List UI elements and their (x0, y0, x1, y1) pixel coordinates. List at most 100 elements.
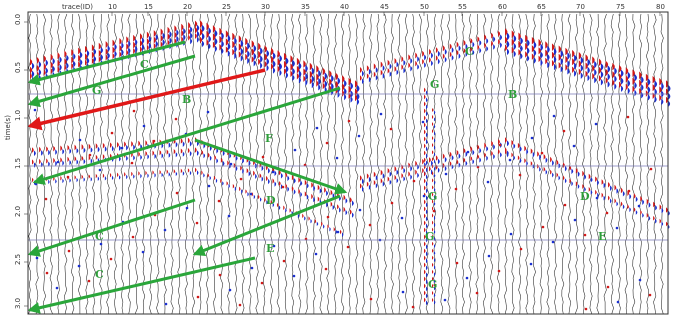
negative-wiggle (240, 39, 244, 48)
negative-wiggle (183, 27, 186, 35)
positive-wiggle (290, 55, 293, 63)
noise-speck (55, 286, 59, 290)
positive-wiggle (432, 290, 434, 295)
negative-wiggle (247, 42, 250, 50)
positive-wiggle (117, 141, 119, 148)
negative-wiggle (175, 171, 178, 177)
positive-wiggle (545, 57, 548, 65)
positive-wiggle (387, 59, 390, 66)
positive-wiggle (608, 195, 610, 201)
trace-line (624, 13, 629, 315)
negative-wiggle (175, 141, 178, 148)
positive-wiggle (572, 66, 575, 73)
annotation-arrow (27, 256, 256, 314)
positive-wiggle (105, 41, 108, 48)
positive-wiggle (181, 36, 184, 43)
negative-wiggle (253, 44, 257, 53)
positive-wiggle (321, 221, 323, 227)
negative-wiggle (597, 192, 599, 198)
negative-wiggle (513, 42, 517, 51)
noise-speck (206, 110, 210, 114)
negative-wiggle (634, 89, 637, 97)
positive-wiggle (424, 255, 426, 261)
negative-wiggle (426, 300, 428, 306)
trace-tick-label: 45 (380, 3, 389, 11)
trace-line (184, 13, 188, 315)
negative-wiggle (426, 139, 428, 145)
positive-wiggle (311, 193, 313, 200)
negative-wiggle (584, 174, 587, 180)
positive-wiggle (85, 45, 88, 53)
positive-wiggle (442, 45, 445, 52)
negative-wiggle (434, 173, 436, 178)
noise-speck (218, 273, 222, 277)
zone-label-g2: G (430, 78, 439, 91)
negative-wiggle (350, 96, 353, 103)
negative-wiggle (368, 76, 371, 83)
positive-wiggle (285, 183, 288, 189)
negative-wiggle (214, 37, 218, 46)
trace-line (482, 13, 487, 315)
positive-wiggle (78, 61, 81, 68)
positive-wiggle (424, 290, 426, 296)
negative-wiggle (587, 74, 590, 82)
negative-wiggle (594, 76, 597, 84)
negative-wiggle (260, 55, 263, 63)
negative-wiggle (234, 186, 237, 192)
positive-wiggle (238, 43, 242, 51)
negative-wiggle (560, 65, 563, 73)
negative-wiggle (100, 46, 103, 54)
positive-wiggle (401, 173, 404, 179)
negative-wiggle (323, 224, 325, 229)
negative-wiggle (273, 52, 276, 60)
noise-speck (649, 167, 653, 171)
positive-wiggle (605, 60, 609, 69)
positive-wiggle (545, 41, 548, 49)
positive-wiggle (271, 47, 274, 56)
noise-speck (132, 109, 136, 113)
negative-wiggle (189, 151, 192, 157)
negative-wiggle (424, 54, 427, 61)
noise-speck (347, 119, 351, 123)
noise-speck (141, 250, 145, 254)
negative-wiggle (547, 45, 550, 54)
positive-wiggle (74, 144, 77, 151)
negative-wiggle (614, 75, 617, 83)
negative-wiggle (642, 199, 645, 205)
positive-wiggle (401, 64, 404, 70)
trace-line (319, 13, 323, 315)
positive-wiggle (659, 94, 662, 102)
negative-wiggle (580, 64, 584, 72)
negative-wiggle (331, 82, 334, 91)
positive-wiggle (498, 149, 500, 155)
negative-wiggle (426, 111, 428, 117)
time-tick-labels: 0.0 0.5 1.0 1.5 2.0 2.5 3.0 (14, 14, 28, 309)
positive-wiggle (394, 174, 397, 181)
positive-wiggle (380, 169, 383, 176)
positive-wiggle (646, 212, 649, 218)
negative-wiggle (434, 293, 436, 298)
positive-wiggle (424, 234, 426, 240)
negative-wiggle (337, 77, 341, 85)
time-tick-label: 0.5 (14, 62, 22, 73)
positive-wiggle (278, 180, 281, 187)
trace-line (638, 13, 643, 315)
trace-tick-label: 10 (108, 3, 117, 11)
negative-wiggle (111, 175, 114, 181)
negative-wiggle (540, 43, 544, 52)
negative-wiggle (647, 78, 651, 86)
positive-wiggle (146, 31, 150, 39)
noise-speck (422, 194, 426, 198)
negative-wiggle (375, 74, 378, 81)
noise-speck (465, 276, 469, 280)
positive-wiggle (245, 45, 248, 54)
noise-speck (529, 262, 533, 266)
positive-wiggle (78, 54, 81, 62)
noise-speck (163, 228, 167, 232)
negative-wiggle (493, 144, 496, 150)
positive-wiggle (166, 169, 169, 174)
negative-wiggle (434, 244, 436, 249)
positive-wiggle (592, 72, 595, 80)
trace-tick-label: 30 (261, 3, 270, 11)
trace-line (433, 13, 437, 315)
